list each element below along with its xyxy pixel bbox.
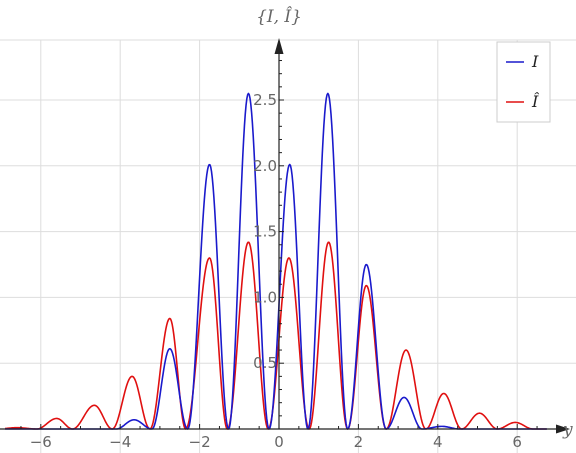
x-axis-arrow (556, 424, 570, 434)
legend-box (496, 41, 551, 123)
grid-lines (0, 39, 576, 453)
x-tick-label: 4 (433, 433, 443, 451)
y-tick-label: 0.5 (253, 354, 277, 372)
x-tick-label: −6 (30, 433, 52, 451)
y-tick-label: 1.0 (253, 288, 277, 306)
legend-label-I: I (531, 52, 539, 71)
axes (0, 38, 570, 434)
series-I-hat-curve (4, 241, 547, 430)
tick-marks (20, 60, 538, 429)
legend: I Î (496, 41, 551, 123)
tick-labels: −6 −4 −2 0 2 4 6 0.5 1.0 1.5 2.0 2.5 (30, 91, 522, 451)
x-tick-label: 6 (512, 433, 522, 451)
x-tick-label: 0 (274, 433, 284, 451)
y-tick-label: 2.5 (253, 91, 277, 109)
plot-curves (4, 92, 547, 430)
x-tick-label: 2 (354, 433, 364, 451)
legend-label-I-hat: Î (531, 91, 540, 111)
y-axis-label: {I, Î} (256, 6, 302, 27)
x-axis-label: y (562, 420, 573, 440)
y-axis-arrow (274, 38, 284, 54)
x-tick-label: −2 (189, 433, 211, 451)
y-tick-label: 2.0 (253, 157, 277, 175)
x-tick-label: −4 (109, 433, 131, 451)
y-tick-label: 1.5 (253, 223, 277, 241)
